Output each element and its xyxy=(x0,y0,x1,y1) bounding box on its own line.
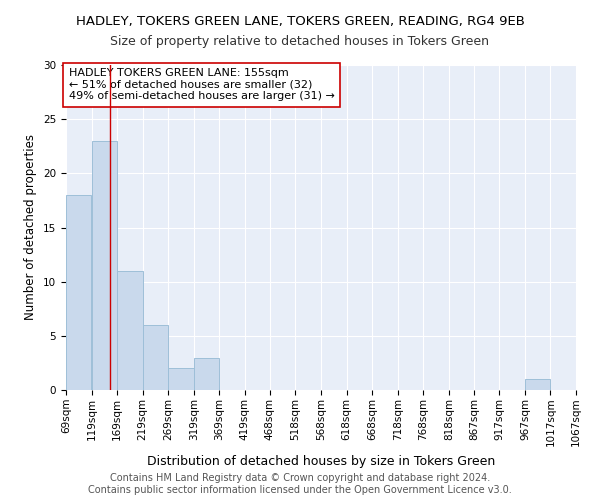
Text: Size of property relative to detached houses in Tokers Green: Size of property relative to detached ho… xyxy=(110,35,490,48)
Bar xyxy=(194,358,219,390)
Bar xyxy=(66,195,91,390)
Y-axis label: Number of detached properties: Number of detached properties xyxy=(25,134,37,320)
Bar xyxy=(143,325,168,390)
Bar xyxy=(92,141,117,390)
X-axis label: Distribution of detached houses by size in Tokers Green: Distribution of detached houses by size … xyxy=(147,454,495,468)
Bar xyxy=(117,271,143,390)
Text: HADLEY, TOKERS GREEN LANE, TOKERS GREEN, READING, RG4 9EB: HADLEY, TOKERS GREEN LANE, TOKERS GREEN,… xyxy=(76,15,524,28)
Text: HADLEY TOKERS GREEN LANE: 155sqm
← 51% of detached houses are smaller (32)
49% o: HADLEY TOKERS GREEN LANE: 155sqm ← 51% o… xyxy=(68,68,334,102)
Bar xyxy=(525,379,550,390)
Text: Contains HM Land Registry data © Crown copyright and database right 2024.
Contai: Contains HM Land Registry data © Crown c… xyxy=(88,474,512,495)
Bar xyxy=(169,368,194,390)
